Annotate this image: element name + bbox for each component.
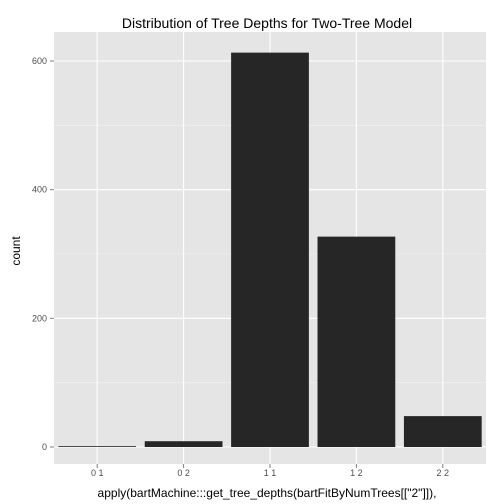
bar-1-2 bbox=[317, 236, 396, 447]
bar-1-1 bbox=[231, 52, 309, 448]
bars bbox=[58, 52, 482, 448]
x-axis-label: apply(bartMachine:::get_tree_depths(bart… bbox=[98, 486, 437, 500]
x-axis-ticks: 0 1 0 2 1 1 1 2 2 2 bbox=[91, 464, 449, 478]
y-tick-label: 600 bbox=[32, 56, 47, 66]
bar-2-2 bbox=[403, 416, 482, 447]
x-tick-label: 0 1 bbox=[91, 468, 104, 478]
x-tick-label: 1 1 bbox=[264, 468, 277, 478]
x-tick-label: 1 2 bbox=[350, 468, 363, 478]
y-tick-label: 200 bbox=[32, 313, 47, 323]
y-axis-ticks: 0 200 400 600 bbox=[32, 56, 54, 452]
y-tick-label: 400 bbox=[32, 185, 47, 195]
y-axis-label: count bbox=[9, 236, 23, 266]
x-tick-label: 2 2 bbox=[437, 468, 450, 478]
y-tick-label: 0 bbox=[42, 442, 47, 452]
chart-title: Distribution of Tree Depths for Two-Tree… bbox=[122, 15, 412, 31]
bar-0-1 bbox=[58, 446, 137, 447]
bar-0-2 bbox=[144, 441, 223, 447]
x-tick-label: 0 2 bbox=[177, 468, 190, 478]
